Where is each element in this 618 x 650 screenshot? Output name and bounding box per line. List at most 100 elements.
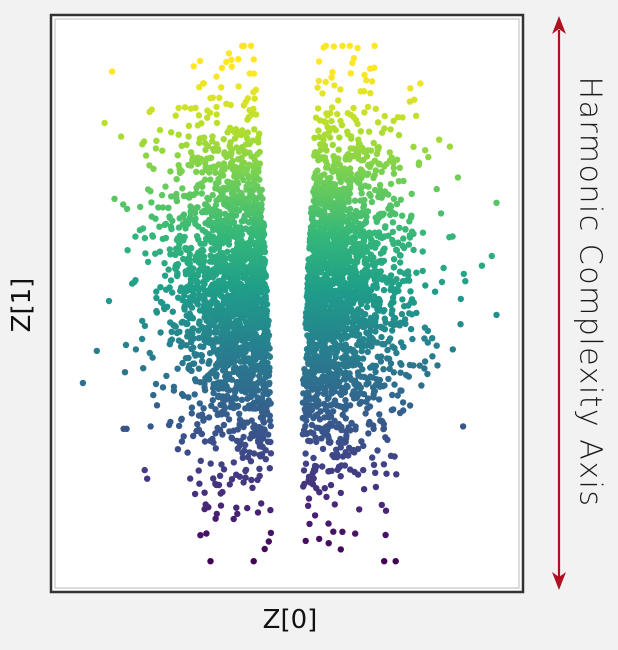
- scatter-point: [421, 324, 429, 331]
- scatter-point: [407, 85, 414, 92]
- scatter-point: [337, 178, 344, 186]
- scatter-point: [222, 328, 229, 336]
- scatter-point: [236, 416, 244, 423]
- scatter-point: [356, 506, 363, 513]
- scatter-point: [242, 405, 249, 412]
- scatter-point: [230, 515, 237, 523]
- scatter-point: [153, 137, 160, 144]
- scatter-point: [254, 166, 262, 174]
- scatter-point: [149, 354, 156, 361]
- scatter-point: [152, 145, 160, 152]
- scatter-point: [387, 211, 394, 219]
- scatter-point: [358, 398, 365, 406]
- scatter-point: [239, 449, 246, 457]
- scatter-point: [330, 277, 338, 284]
- scatter-point: [319, 90, 326, 97]
- scatter-point: [211, 271, 219, 279]
- scatter-point: [317, 209, 324, 216]
- scatter-point: [378, 501, 385, 509]
- scatter-point: [397, 252, 404, 259]
- scatter-point: [316, 535, 323, 543]
- scatter-point: [266, 353, 274, 360]
- scatter-point: [171, 251, 178, 258]
- scatter-point: [176, 166, 183, 173]
- scatter-point: [210, 219, 218, 226]
- scatter-point: [247, 360, 254, 367]
- scatter-point: [374, 447, 381, 454]
- scatter-point: [355, 136, 362, 143]
- scatter-point: [306, 278, 314, 286]
- scatter-point: [167, 277, 175, 284]
- scatter-point: [194, 301, 202, 308]
- scatter-point: [390, 316, 397, 323]
- scatter-point: [334, 368, 342, 375]
- scatter-point: [208, 402, 215, 409]
- scatter-point: [235, 207, 243, 214]
- scatter-point: [210, 389, 217, 397]
- scatter-point: [364, 376, 371, 383]
- scatter-point: [192, 352, 199, 359]
- arrow-head-top: [552, 16, 566, 34]
- scatter-point: [243, 183, 250, 190]
- scatter-point: [226, 428, 233, 435]
- scatter-point: [380, 341, 387, 348]
- scatter-point: [202, 220, 209, 227]
- scatter-point: [235, 156, 242, 163]
- scatter-point: [209, 191, 216, 199]
- scatter-point: [334, 199, 341, 207]
- scatter-point: [180, 433, 187, 440]
- scatter-point: [163, 286, 170, 293]
- scatter-point: [335, 97, 342, 104]
- scatter-point: [303, 417, 310, 424]
- scatter-point: [342, 397, 349, 404]
- scatter-point: [398, 387, 405, 394]
- scatter-point: [251, 381, 258, 388]
- scatter-point: [247, 42, 255, 49]
- scatter-point: [331, 82, 338, 89]
- scatter-point: [216, 94, 223, 102]
- scatter-point: [355, 331, 362, 339]
- scatter-point: [460, 270, 467, 278]
- scatter-point: [321, 424, 329, 431]
- scatter-point: [394, 239, 402, 246]
- scatter-point: [315, 157, 322, 164]
- scatter-point: [374, 272, 382, 279]
- scatter-point: [213, 380, 220, 387]
- scatter-point: [224, 355, 231, 362]
- scatter-point: [241, 214, 248, 222]
- scatter-point: [440, 264, 447, 272]
- scatter-point: [303, 411, 310, 418]
- scatter-point: [365, 183, 372, 190]
- scatter-point: [315, 326, 322, 333]
- scatter-point: [331, 397, 339, 404]
- scatter-point: [306, 263, 313, 270]
- scatter-point: [319, 445, 327, 453]
- scatter-point: [200, 405, 207, 412]
- scatter-point: [215, 393, 222, 401]
- scatter-point: [266, 379, 273, 387]
- scatter-point: [359, 355, 367, 362]
- scatter-point: [250, 105, 257, 113]
- scatter-point: [321, 485, 328, 492]
- scatter-point: [493, 199, 500, 206]
- scatter-point: [200, 415, 207, 422]
- scatter-point: [334, 379, 342, 387]
- scatter-point: [243, 135, 251, 142]
- scatter-point: [255, 273, 263, 280]
- scatter-point: [399, 277, 407, 285]
- scatter-point: [249, 355, 256, 362]
- scatter-point: [195, 467, 202, 474]
- scatter-point: [258, 500, 265, 507]
- scatter-point: [153, 288, 160, 295]
- scatter-point: [313, 281, 320, 289]
- scatter-point: [317, 288, 325, 296]
- scatter-point: [313, 181, 320, 188]
- scatter-point: [313, 403, 320, 410]
- scatter-point: [331, 242, 339, 249]
- scatter-point: [249, 337, 256, 344]
- scatter-point: [208, 208, 215, 215]
- scatter-point: [335, 464, 343, 471]
- scatter-point: [318, 172, 325, 179]
- y-axis-label: Z[1]: [7, 277, 37, 333]
